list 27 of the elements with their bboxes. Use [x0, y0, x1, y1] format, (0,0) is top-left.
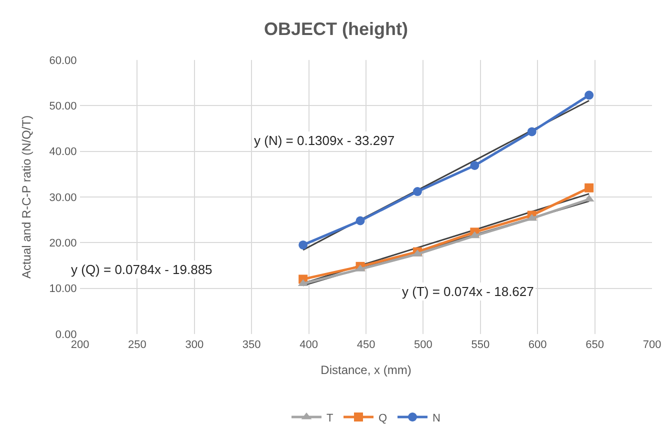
x-axis-title: Distance, x (mm): [320, 363, 412, 378]
y-tick-label: 20.00: [49, 238, 77, 250]
chart-title: OBJECT (height): [264, 18, 408, 39]
x-tick-label: 600: [528, 339, 547, 352]
legend-label: Q: [378, 412, 388, 424]
y-tick-label: 10.00: [49, 283, 77, 296]
y-axis-title: Actual and R-C-P ratio (N/Q/T): [20, 115, 34, 279]
x-tick-label: 650: [586, 339, 604, 352]
y-tick-label: 60.00: [49, 54, 77, 67]
x-tick-label: 200: [70, 339, 90, 352]
x-tick-label: 300: [185, 339, 204, 352]
x-tick-label: 350: [242, 339, 261, 352]
x-tick-label: 550: [471, 339, 490, 352]
y-tick-label: 30.00: [49, 192, 77, 204]
annotation: y (N) = 0.1309x - 33.297: [254, 133, 395, 148]
y-tick-label: 0.00: [55, 328, 77, 341]
annotation: y (Q) = 0.0784x - 19.885: [71, 262, 212, 277]
x-tick-label: 400: [300, 339, 318, 352]
x-tick-label: 450: [356, 339, 376, 352]
x-tick-label: 700: [642, 339, 662, 352]
x-tick-label: 250: [128, 339, 146, 352]
y-tick-label: 40.00: [49, 146, 77, 158]
x-tick-label: 500: [414, 339, 432, 352]
legend-label: N: [432, 412, 440, 424]
legend-label: T: [326, 412, 334, 424]
annotation: y (T) = 0.074x - 18.627: [402, 284, 534, 299]
y-tick-label: 50.00: [49, 100, 77, 113]
